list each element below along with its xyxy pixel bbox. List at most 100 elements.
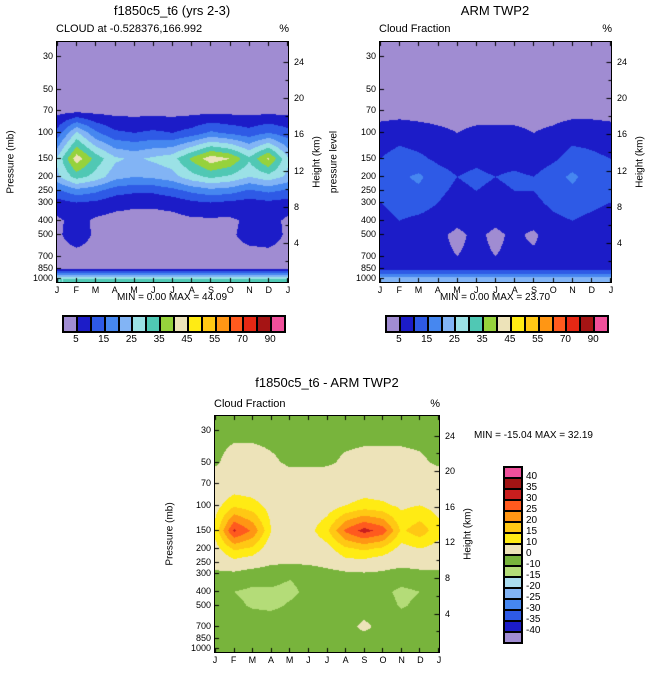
colorbar-segment	[215, 316, 230, 332]
pressure-tick-label: 500	[195, 600, 211, 611]
month-tick-label: F	[73, 285, 80, 295]
minmax-label: MIN = 0.00 MAX = 44.09	[116, 292, 228, 303]
pressure-tick-label: 100	[360, 127, 376, 138]
colorbar-segment	[413, 316, 428, 332]
month-tick-label: A	[188, 285, 195, 295]
pressure-tick-label: 50	[42, 83, 53, 94]
height-tick-label: 24	[617, 56, 628, 67]
pressure-tick-label: 70	[200, 477, 211, 488]
height-tick-label: 8	[445, 572, 451, 583]
month-tick-label: J	[54, 285, 60, 295]
colorbar-segment	[386, 316, 400, 332]
colorbar-segment	[504, 610, 522, 621]
pressure-tick-label: 700	[195, 621, 211, 632]
colorbar-tick-label: 10	[526, 537, 538, 548]
colorbar-segment	[455, 316, 470, 332]
height-tick-label: 16	[445, 501, 456, 512]
pressure-tick-label: 700	[360, 250, 376, 261]
colorbar-segment	[504, 511, 522, 522]
month-tick-label: S	[361, 655, 368, 665]
panel-subtitle: Cloud Fraction	[379, 23, 451, 35]
colorbar-tick-label: 15	[98, 334, 110, 345]
colorbar-tick-label: 55	[209, 334, 221, 345]
pressure-tick-label: 250	[37, 185, 53, 196]
height-tick-label: 16	[294, 129, 305, 140]
month-tick-label: D	[588, 285, 596, 295]
month-tick-label: M	[248, 655, 257, 665]
height-tick-label: 20	[294, 93, 305, 104]
colorbar-segment	[132, 316, 147, 332]
height-tick-label: 20	[445, 466, 456, 477]
colorbar-tick-label: 0	[526, 548, 532, 559]
pressure-tick-label: 500	[37, 229, 53, 240]
colorbar-segment	[504, 500, 522, 511]
colorbar-tick-label: 30	[526, 493, 538, 504]
height-tick-label: 12	[617, 165, 628, 176]
panel-model: f1850c5_t6 (yrs 2-3) CLOUD at -0.528376,…	[0, 0, 323, 365]
colorbar-tick-label: -10	[526, 559, 541, 570]
contour-canvas	[215, 416, 439, 652]
height-tick-label: 24	[294, 56, 305, 67]
colorbar-tick-label: 45	[181, 334, 193, 345]
height-tick-label: 16	[617, 129, 628, 140]
month-tick-label: J	[170, 285, 175, 295]
pressure-tick-label: 400	[37, 215, 53, 226]
colorbar-segment	[504, 555, 522, 566]
contour-plot	[379, 41, 612, 283]
colorbar-segment	[63, 316, 77, 332]
pressure-tick-label: 50	[200, 456, 211, 467]
colorbar-segment	[399, 316, 414, 332]
month-tick-label: N	[246, 285, 253, 295]
month-tick-label: N	[398, 655, 405, 665]
pressure-tick-label: 300	[360, 197, 376, 208]
height-tick-label: 8	[294, 201, 300, 212]
colorbar-tick-label: 20	[526, 515, 538, 526]
panel-title: f1850c5_t6 - ARM TWP2	[255, 375, 399, 390]
height-tick-label: 4	[445, 608, 451, 619]
colorbar-segment	[469, 316, 484, 332]
pressure-tick-label: 1000	[355, 273, 376, 284]
height-tick-label: 8	[617, 201, 623, 212]
colorbar-segment	[504, 577, 522, 588]
y-axis-label-right: Height (km)	[311, 136, 323, 188]
month-tick-label: N	[569, 285, 576, 295]
height-tick-label: 4	[617, 237, 623, 248]
month-tick-label: J	[212, 655, 218, 665]
month-tick-label: F	[396, 285, 403, 295]
contour-canvas	[57, 42, 288, 282]
colorbar-segment	[229, 316, 244, 332]
colorbar-segment	[427, 316, 442, 332]
colorbar-tick-label: 40	[526, 471, 538, 482]
colorbar-tick-label: 35	[526, 482, 538, 493]
colorbar-tick-label: -25	[526, 592, 541, 603]
colorbar-segment	[497, 316, 511, 332]
colorbar-tick-label: 25	[125, 334, 137, 345]
month-tick-label: O	[226, 285, 234, 295]
colorbar	[62, 315, 286, 333]
colorbar-tick-label: 5	[73, 334, 79, 345]
pressure-tick-label: 400	[195, 586, 211, 597]
colorbar-tick-label: 5	[396, 334, 402, 345]
colorbar-segment	[504, 478, 522, 489]
pressure-tick-label: 700	[37, 250, 53, 261]
month-tick-label: M	[414, 285, 423, 295]
y-axis-label-left: Pressure (mb)	[164, 502, 176, 566]
contour-canvas	[380, 42, 611, 282]
month-tick-label: A	[434, 285, 441, 295]
colorbar-segment	[504, 588, 522, 599]
height-tick-label: 4	[294, 237, 300, 248]
colorbar-tick-label: 25	[526, 504, 538, 515]
pressure-tick-label: 100	[37, 127, 53, 138]
pressure-tick-label: 100	[195, 499, 211, 510]
colorbar-segment	[566, 316, 581, 332]
pressure-tick-label: 150	[195, 525, 211, 536]
month-tick-label: A	[511, 285, 518, 295]
colorbar	[503, 466, 523, 644]
month-tick-label: M	[91, 285, 100, 295]
panel-diff: f1850c5_t6 - ARM TWP2 Cloud Fraction % P…	[0, 372, 647, 676]
colorbar-tick-label: 35	[153, 334, 165, 345]
pressure-tick-label: 200	[37, 171, 53, 182]
colorbar-tick-label: 55	[532, 334, 544, 345]
unit-label: %	[430, 398, 440, 410]
month-tick-label: A	[111, 285, 118, 295]
